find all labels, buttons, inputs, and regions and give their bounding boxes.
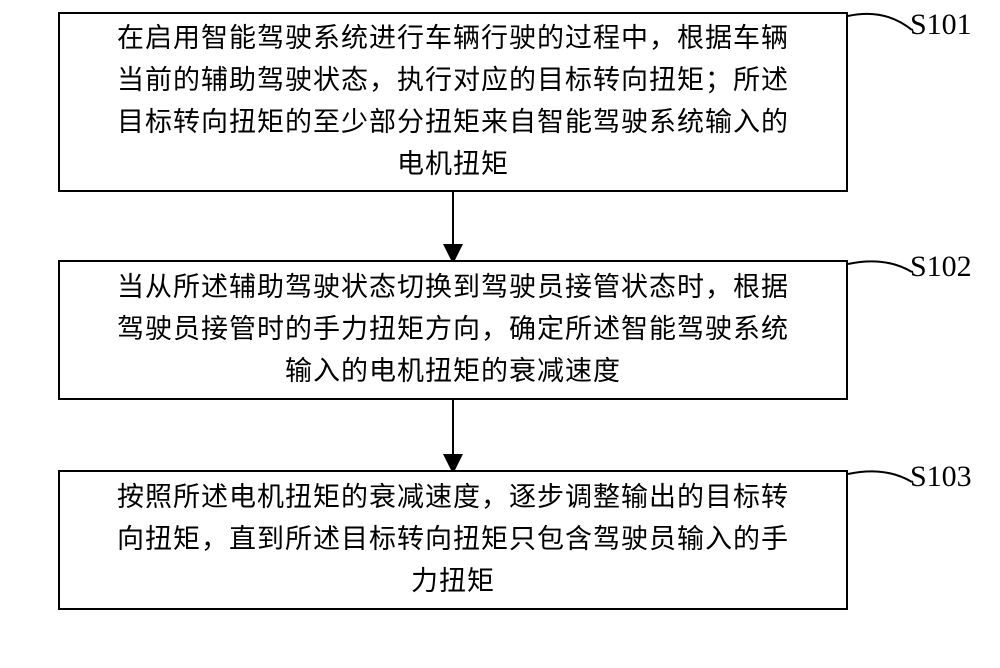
flow-step-text: 当从所述辅助驾驶状态切换到驾驶员接管状态时，根据驾驶员接管时的手力扭矩方向，确定… — [117, 267, 789, 393]
flow-step-s101: 在启用智能驾驶系统进行车辆行驶的过程中，根据车辆当前的辅助驾驶状态，执行对应的目… — [58, 12, 848, 192]
step-label-s102: S102 — [910, 250, 972, 284]
flow-step-s102: 当从所述辅助驾驶状态切换到驾驶员接管状态时，根据驾驶员接管时的手力扭矩方向，确定… — [58, 260, 848, 400]
step-label-s101: S101 — [910, 8, 972, 42]
flow-step-text: 按照所述电机扭矩的衰减速度，逐步调整输出的目标转向扭矩，直到所述目标转向扭矩只包… — [117, 477, 789, 603]
flow-step-text: 在启用智能驾驶系统进行车辆行驶的过程中，根据车辆当前的辅助驾驶状态，执行对应的目… — [117, 18, 789, 185]
step-label-s103: S103 — [910, 460, 972, 494]
flow-step-s103: 按照所述电机扭矩的衰减速度，逐步调整输出的目标转向扭矩，直到所述目标转向扭矩只包… — [58, 470, 848, 610]
flowchart-canvas: 在启用智能驾驶系统进行车辆行驶的过程中，根据车辆当前的辅助驾驶状态，执行对应的目… — [0, 0, 1000, 668]
